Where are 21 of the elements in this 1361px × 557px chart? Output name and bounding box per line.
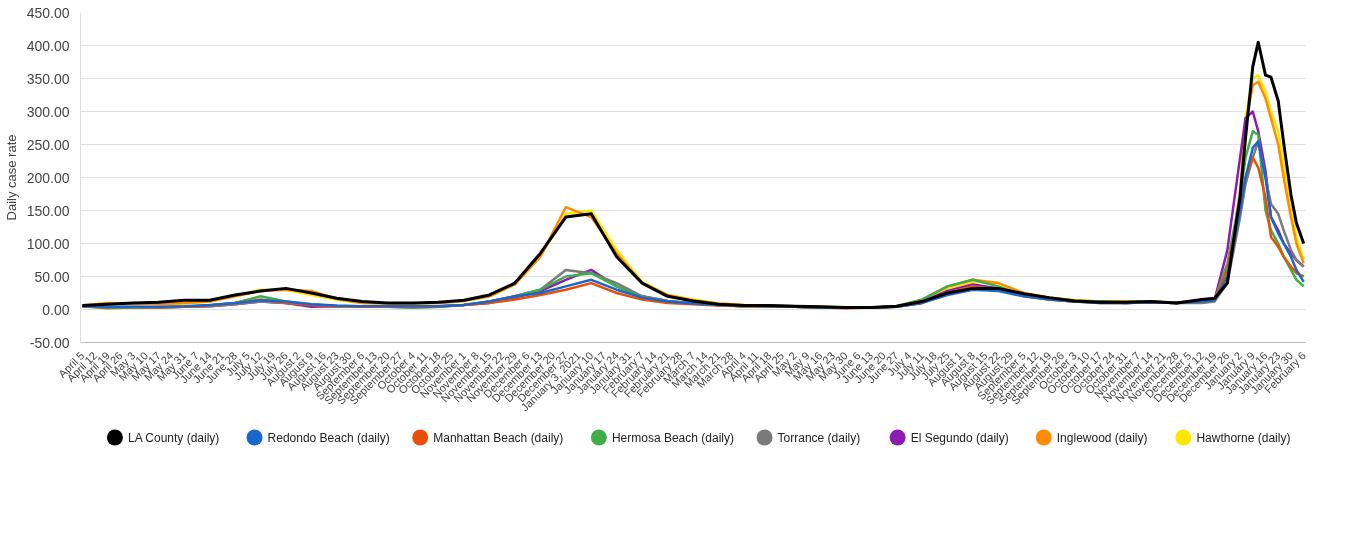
y-tick-label: -50.00: [29, 334, 70, 351]
y-tick-label: 300.00: [26, 103, 70, 120]
y-tick-label: 100.00: [26, 235, 70, 252]
y-tick-label: 200.00: [26, 169, 70, 186]
y-tick-label: 450.00: [26, 4, 70, 21]
y-tick-label: 150.00: [26, 202, 70, 219]
legend-label: Torrance (daily): [777, 430, 861, 445]
legend-label: LA County (daily): [127, 430, 220, 445]
legend-label: El Segundo (daily): [910, 430, 1009, 445]
y-tick-label: 350.00: [26, 70, 70, 87]
legend-label: Hawthorne (daily): [1196, 430, 1291, 445]
y-tick-label: 250.00: [26, 136, 70, 153]
legend-label: Redondo Beach (daily): [267, 430, 390, 445]
legend-label: Manhattan Beach (daily): [433, 430, 564, 445]
y-tick-label: 400.00: [26, 37, 70, 54]
legend-label: Inglewood (daily): [1056, 430, 1148, 445]
y-axis-title: Daily case rate: [3, 134, 19, 221]
legend-label: Hermosa Beach (daily): [611, 430, 734, 445]
y-tick-label: 0.00: [42, 301, 70, 318]
line-series: [80, 40, 1306, 310]
y-tick-label: 50.00: [34, 268, 70, 285]
